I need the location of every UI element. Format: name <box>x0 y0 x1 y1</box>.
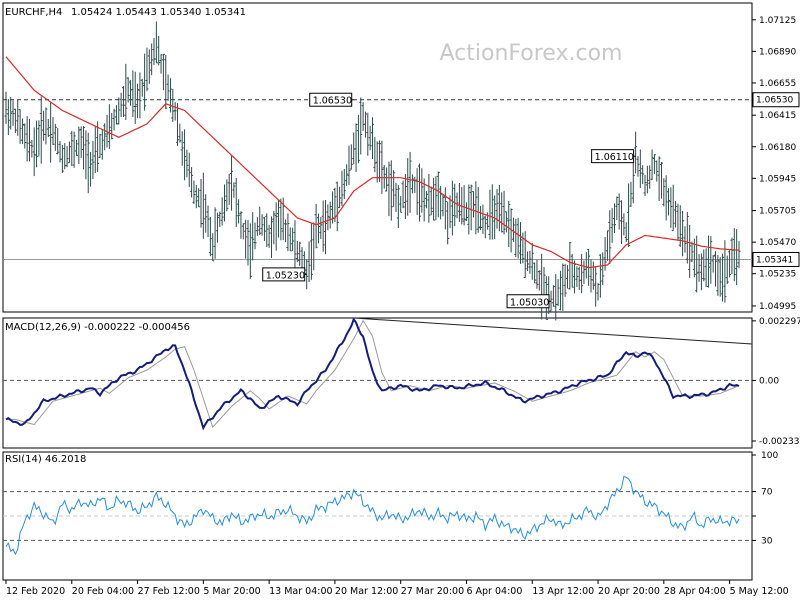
macd-signal-line <box>6 319 740 429</box>
price-header-ohlc: 1.05424 1.05443 1.05340 1.05341 <box>71 7 246 18</box>
macd-ytick-label-1: 0.00 <box>759 376 779 386</box>
macd-ytick-label-2: -0.002336 <box>759 437 800 447</box>
rsi-ytick-label-3: 30 <box>761 536 773 546</box>
rsi-line <box>5 475 740 556</box>
price-ytick-label-8: 1.05235 <box>759 270 796 280</box>
x-tick-label-9: 20 Apr 20:00 <box>598 586 660 597</box>
x-tick-label-6: 27 Mar 20:00 <box>401 586 464 597</box>
pane-border-1 <box>2 317 753 449</box>
x-tick-label-2: 27 Feb 12:00 <box>138 586 200 597</box>
x-tick-label-10: 28 Apr 04:00 <box>664 586 726 597</box>
price-hline-label-0: 1.06530 <box>756 96 793 106</box>
rsi-ytick-label-1: 70 <box>761 488 773 498</box>
price-ytick-label-4: 1.06180 <box>759 143 796 153</box>
callout-box-0 <box>309 92 353 107</box>
callout-label-0: 1.06530 <box>313 96 352 107</box>
callout-label-1: 1.06110 <box>595 152 634 163</box>
callout-box-1 <box>591 149 635 164</box>
x-tick-label-4: 13 Mar 04:00 <box>269 586 332 597</box>
x-tick-label-11: 5 May 12:00 <box>730 586 789 597</box>
watermark: ActionForex.com <box>440 41 623 66</box>
price-hline-label-1: 1.05341 <box>756 255 793 265</box>
price-ytick-label-6: 1.05705 <box>759 207 796 217</box>
x-tick-label-1: 20 Feb 04:00 <box>72 586 134 597</box>
price-ytick-label-1: 1.06890 <box>759 47 796 57</box>
macd-header: MACD(12,26,9) -0.000222 -0.000456 <box>5 322 190 333</box>
price-ytick-label-2: 1.06655 <box>759 79 796 89</box>
rsi-header: RSI(14) 46.2018 <box>5 454 86 465</box>
callout-box-3 <box>506 294 550 309</box>
price-hline-box-1 <box>752 251 800 267</box>
rsi-ytick-label-0: 100 <box>761 451 778 461</box>
macd-trendline <box>353 317 753 345</box>
price-ytick-label-0: 1.07125 <box>759 16 796 26</box>
x-tick-label-0: 12 Feb 2020 <box>6 586 65 597</box>
callout-label-2: 1.05230 <box>266 270 305 281</box>
x-tick-label-7: 6 Apr 04:00 <box>466 586 522 597</box>
callout-label-3: 1.05030 <box>510 297 549 308</box>
moving-average-line <box>5 56 740 269</box>
price-header-symbol: EURCHF,H4 <box>5 7 62 18</box>
x-tick-label-3: 5 Mar 20:00 <box>203 586 260 597</box>
price-ytick-label-5: 1.05945 <box>759 174 796 184</box>
price-ytick-label-7: 1.05470 <box>759 238 796 248</box>
price-hline-box-0 <box>752 92 800 108</box>
price-ytick-label-9: 1.04995 <box>759 302 796 312</box>
pane-border-0 <box>2 2 753 313</box>
macd-ytick-label-0: 0.002297 <box>759 317 800 327</box>
price-ytick-label-3: 1.06415 <box>759 111 796 121</box>
x-tick-label-5: 20 Mar 12:00 <box>335 586 398 597</box>
macd-line <box>5 317 740 431</box>
callout-box-2 <box>262 267 306 282</box>
x-tick-label-8: 13 Apr 12:00 <box>532 586 594 597</box>
